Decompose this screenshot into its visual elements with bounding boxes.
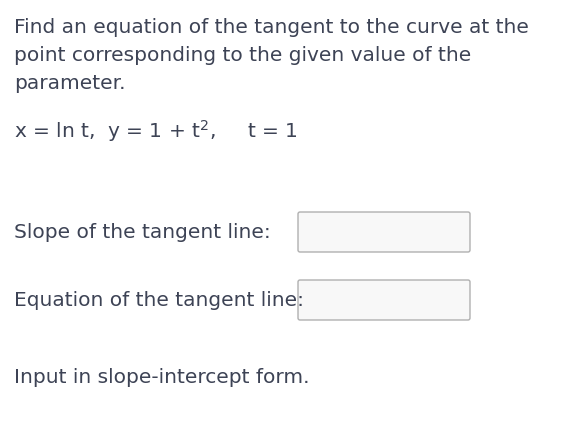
Text: Slope of the tangent line:: Slope of the tangent line: [14,223,271,241]
Text: parameter.: parameter. [14,74,126,93]
Text: x = ln t,  y = 1 + t$^2$,     t = 1: x = ln t, y = 1 + t$^2$, t = 1 [14,118,298,144]
Text: Input in slope-intercept form.: Input in slope-intercept form. [14,368,310,387]
Text: point corresponding to the given value of the: point corresponding to the given value o… [14,46,471,65]
Text: Equation of the tangent line:: Equation of the tangent line: [14,290,304,309]
FancyBboxPatch shape [298,212,470,252]
Text: Find an equation of the tangent to the curve at the: Find an equation of the tangent to the c… [14,18,529,37]
FancyBboxPatch shape [298,280,470,320]
